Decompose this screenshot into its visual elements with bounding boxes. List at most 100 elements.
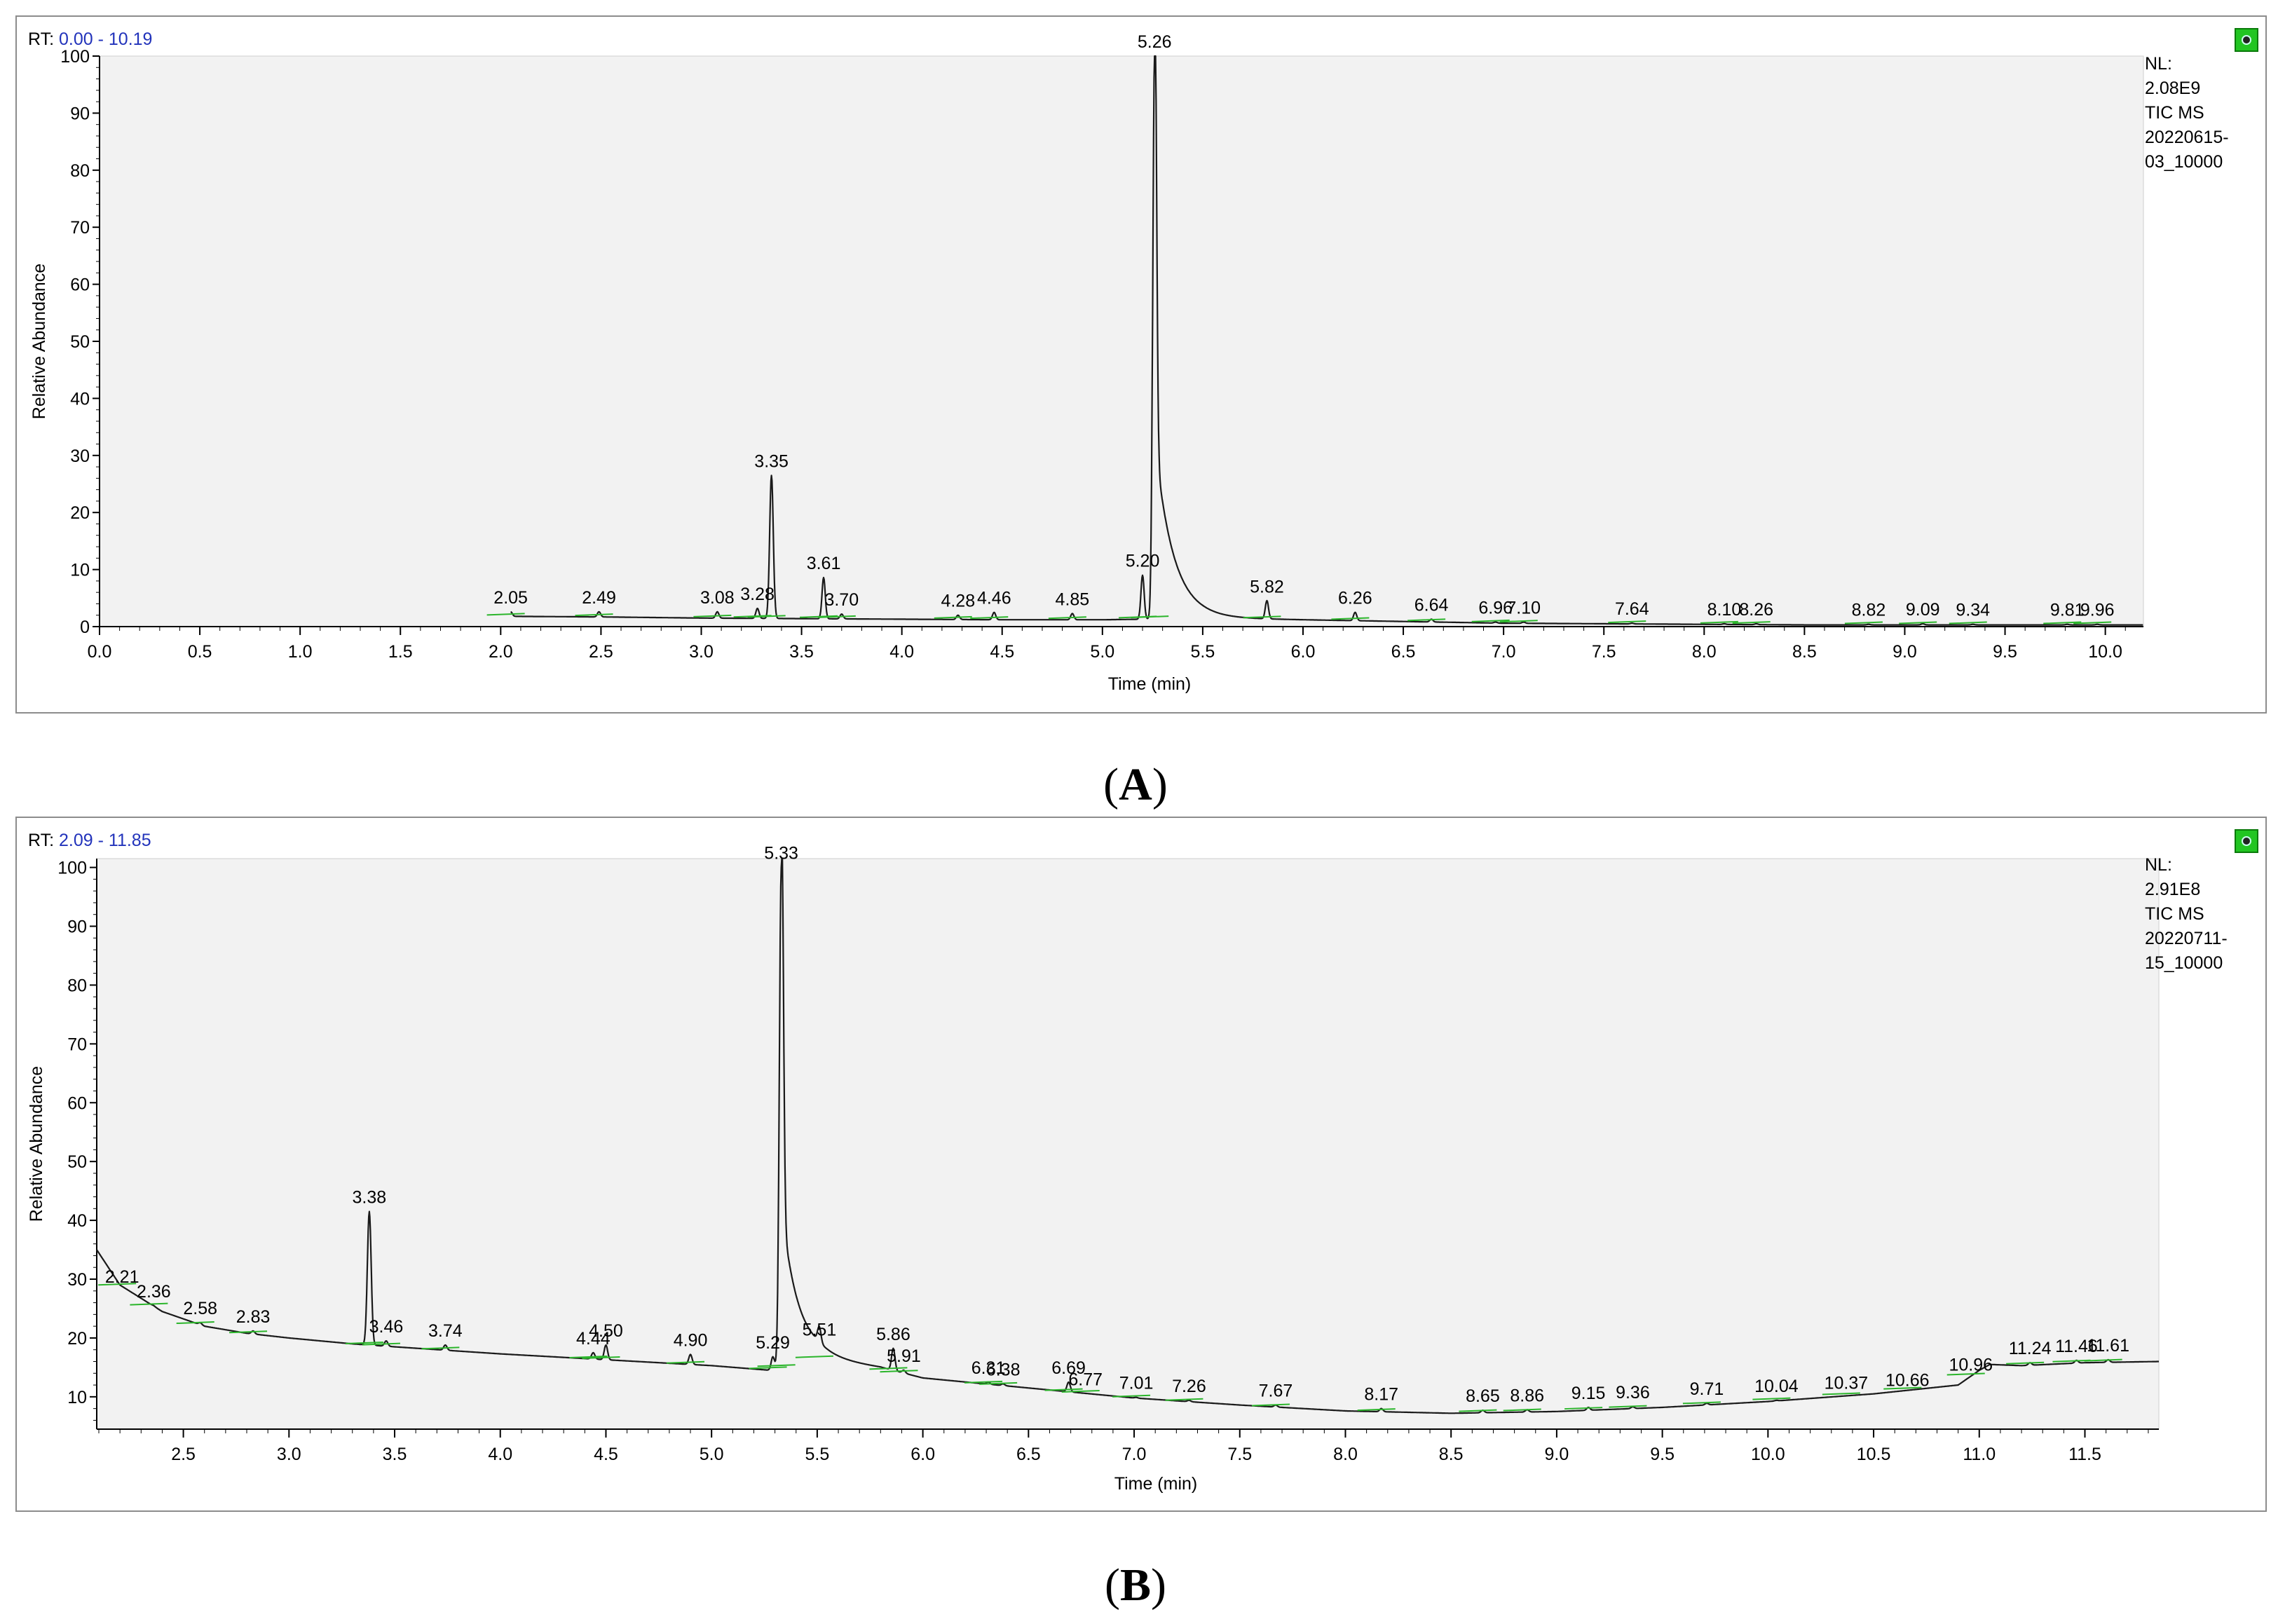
rt-prefix-a: RT: (28, 29, 55, 49)
peak-label: 7.67 (1259, 1381, 1293, 1401)
integration-baseline-mark (693, 614, 732, 617)
x-tick-label: 11.5 (2068, 1445, 2101, 1464)
y-tick-label: 50 (70, 332, 90, 352)
integration-baseline-mark (666, 1360, 705, 1364)
peak-label: 10.66 (1885, 1370, 1930, 1390)
chromatogram-toggle-icon[interactable] (2235, 829, 2258, 853)
peak-label: 4.50 (589, 1321, 623, 1341)
y-tick-label: 90 (67, 917, 87, 937)
x-tick-label: 1.5 (388, 642, 413, 662)
integration-baseline-mark (747, 615, 786, 618)
peak-label: 8.65 (1466, 1386, 1500, 1406)
y-tick-label: 40 (70, 389, 90, 409)
x-tick-label: 0.0 (88, 642, 112, 662)
x-tick-label: 4.0 (488, 1445, 512, 1464)
x-tick-label: 9.5 (1650, 1445, 1675, 1464)
y-tick-label: 60 (70, 275, 90, 295)
y-axis-label: Relative Abundance (29, 264, 49, 419)
x-tick-label: 6.0 (911, 1445, 935, 1464)
y-tick-label: 30 (67, 1270, 87, 1290)
integration-baseline-mark (1131, 615, 1169, 619)
peak-label: 5.51 (803, 1320, 837, 1339)
x-tick-label: 0.5 (188, 642, 212, 662)
x-tick-label: 6.5 (1016, 1445, 1041, 1464)
peak-label: 9.36 (1616, 1383, 1650, 1403)
peak-label: 9.81 (2050, 601, 2085, 620)
tic-trace (96, 857, 2160, 1414)
integration-baseline-mark (1564, 1407, 1603, 1410)
peak-label: 5.20 (1126, 552, 1160, 571)
peak-label: 10.37 (1825, 1374, 1869, 1393)
x-tick-label: 3.0 (689, 642, 714, 662)
integration-baseline-mark (575, 613, 613, 617)
peak-label: 9.15 (1571, 1384, 1606, 1403)
peak-label: 5.33 (764, 844, 798, 864)
rt-range-value-a: 0.00 - 10.19 (59, 29, 153, 49)
integration-baseline-mark (1251, 1403, 1290, 1407)
nl-line: 20220615- (2145, 128, 2229, 147)
peak-label: 8.26 (1739, 600, 1773, 620)
x-tick-label: 7.5 (1227, 1445, 1252, 1464)
x-tick-label: 3.0 (277, 1445, 301, 1464)
integration-baseline-mark (2043, 621, 2082, 625)
x-tick-label: 4.5 (594, 1445, 618, 1464)
integration-baseline-mark (880, 1370, 918, 1373)
x-tick-label: 4.0 (889, 642, 914, 662)
x-tick-label: 2.5 (171, 1445, 196, 1464)
chromatogram-toggle-icon[interactable] (2235, 28, 2258, 52)
x-tick-label: 9.0 (1892, 642, 1917, 662)
peak-label: 11.24 (2009, 1339, 2052, 1358)
peak-label: 3.38 (353, 1188, 387, 1208)
integration-baseline-mark (1682, 1401, 1721, 1405)
x-tick-label: 11.0 (1963, 1445, 1996, 1464)
nl-line: 20220711- (2145, 929, 2228, 948)
integration-baseline-mark (362, 1342, 401, 1346)
peak-label: 5.82 (1250, 577, 1284, 596)
integration-baseline-mark (2084, 1358, 2122, 1362)
rt-range-label-a: RT: 0.00 - 10.19 (28, 29, 152, 50)
nl-line: NL: (2145, 54, 2172, 74)
peak-label: 4.46 (977, 589, 1011, 608)
nl-line: 03_10000 (2145, 152, 2223, 172)
integration-baseline-mark (582, 1356, 620, 1359)
nl-info-b: NL: 2.91E8 TIC MS 20220711- 15_10000 (2145, 853, 2228, 976)
peak-label: 6.96 (1478, 598, 1513, 617)
integration-baseline-mark (1499, 620, 1538, 623)
peak-label: 2.49 (582, 588, 616, 608)
peak-label: 2.58 (183, 1299, 217, 1318)
peak-label: 4.90 (674, 1330, 708, 1350)
peak-label: 9.96 (2080, 601, 2115, 620)
y-tick-label: 30 (70, 446, 90, 466)
x-tick-label: 5.0 (1090, 642, 1114, 662)
peak-label: 3.61 (807, 554, 841, 573)
rt-range-value-b: 2.09 - 11.85 (59, 831, 151, 850)
integration-baseline-mark (1822, 1392, 1860, 1396)
chromatogram-b-svg: 10 20 30 40 50 60 70 80 90 100 2.5 3.0 3.5 4.0 4.5 5.0 5… (27, 844, 2160, 1494)
x-tick-label: 3.5 (789, 642, 814, 662)
x-tick-label: 7.5 (1592, 642, 1616, 662)
integration-baseline-mark (869, 1367, 908, 1370)
x-tick-label: 10.5 (1857, 1445, 1891, 1464)
peak-label: 3.70 (824, 590, 859, 610)
chromatogram-a-svg: 0 10 20 30 40 50 60 70 80 90 100 0.0 0.5 1.0 1.5 2.0 2.5… (29, 32, 2144, 694)
x-tick-label: 2.0 (489, 642, 513, 662)
peak-label: 5.91 (887, 1346, 921, 1366)
x-axis-label: Time (min) (1114, 1474, 1198, 1494)
x-tick-label: 2.5 (589, 642, 613, 662)
y-tick-label: 20 (67, 1329, 87, 1349)
integration-baseline-mark (1899, 621, 1937, 625)
panel-caption-b: (B) (1105, 1560, 1166, 1611)
nl-line: 15_10000 (2145, 953, 2223, 973)
nl-line: NL: (2145, 855, 2172, 875)
rt-range-label-b: RT: 2.09 - 11.85 (28, 831, 151, 851)
caption-letter-b: B (1119, 1560, 1152, 1611)
peak-label: 3.74 (428, 1321, 463, 1341)
integration-baseline-mark (1459, 1409, 1497, 1412)
integration-baseline-mark (749, 1366, 787, 1370)
nl-info-a: NL: 2.08E9 TIC MS 20220615- 03_10000 (2145, 52, 2229, 175)
nl-line: 2.08E9 (2145, 79, 2201, 98)
y-tick-label: 90 (70, 104, 90, 123)
x-tick-label: 6.5 (1391, 642, 1416, 662)
integration-baseline-mark (757, 1364, 796, 1367)
y-tick-label: 80 (70, 161, 90, 181)
